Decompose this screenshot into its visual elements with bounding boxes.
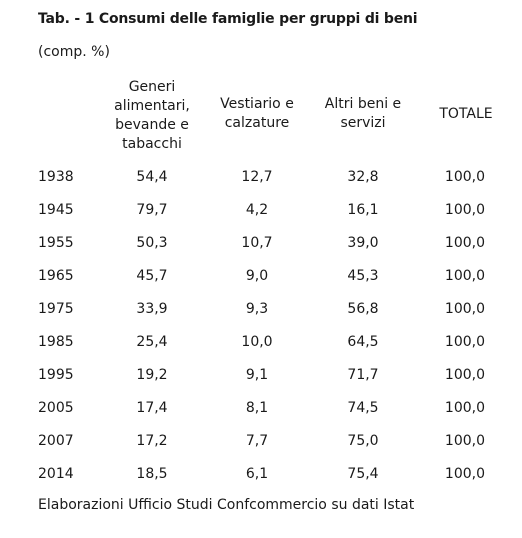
cell-generi: 79,7	[136, 202, 168, 218]
cell-vestiario: 4,2	[245, 202, 269, 218]
header-generi-line: bevande e	[115, 117, 189, 133]
cell-year: 2005	[38, 400, 74, 416]
header-altri-line: servizi	[340, 115, 386, 131]
cell-generi: 54,4	[136, 169, 168, 185]
cell-year: 1955	[38, 235, 74, 251]
cell-year: 1975	[38, 301, 74, 317]
cell-year: 1965	[38, 268, 74, 284]
table-row: 1995 19,2 9,1 71,7 100,0	[0, 363, 522, 396]
header-totale: TOTALE	[439, 106, 493, 122]
cell-altri: 39,0	[347, 235, 379, 251]
cell-totale: 100,0	[444, 367, 485, 383]
table-subtitle: (comp. %)	[38, 44, 110, 60]
table-row: 1965 45,7 9,0 45,3 100,0	[0, 264, 522, 297]
cell-totale: 100,0	[444, 334, 485, 350]
header-altri-line: Altri beni e	[324, 96, 402, 112]
cell-year: 1938	[38, 169, 74, 185]
cell-vestiario: 9,1	[245, 367, 269, 383]
cell-vestiario: 12,7	[241, 169, 273, 185]
cell-vestiario: 6,1	[245, 466, 269, 482]
cell-year: 1995	[38, 367, 74, 383]
header-generi-line: tabacchi	[122, 136, 182, 152]
header-generi-line: alimentari,	[114, 98, 190, 114]
table-row: 1985 25,4 10,0 64,5 100,0	[0, 330, 522, 363]
table-row: 1975 33,9 9,3 56,8 100,0	[0, 297, 522, 330]
cell-vestiario: 7,7	[245, 433, 269, 449]
source-note: Elaborazioni Ufficio Studi Confcommercio…	[38, 497, 415, 513]
table-row: 2014 18,5 6,1 75,4 100,0	[0, 462, 522, 495]
cell-altri: 16,1	[347, 202, 379, 218]
cell-year: 1985	[38, 334, 74, 350]
cell-totale: 100,0	[444, 433, 485, 449]
cell-totale: 100,0	[444, 400, 485, 416]
table-row: 1945 79,7 4,2 16,1 100,0	[0, 198, 522, 231]
header-vestiario-line: calzature	[224, 115, 290, 131]
header-generi-line: Generi	[128, 79, 176, 95]
table-row: 2005 17,4 8,1 74,5 100,0	[0, 396, 522, 429]
cell-altri: 56,8	[347, 301, 379, 317]
cell-totale: 100,0	[444, 466, 485, 482]
cell-totale: 100,0	[444, 202, 485, 218]
cell-generi: 33,9	[136, 301, 168, 317]
cell-year: 2007	[38, 433, 74, 449]
cell-altri: 64,5	[347, 334, 379, 350]
cell-altri: 74,5	[347, 400, 379, 416]
header-altri: Altri beni e servizi	[317, 95, 409, 133]
table-body: 1938 54,4 12,7 32,8 100,0 1945 79,7 4,2 …	[0, 165, 522, 495]
cell-altri: 75,4	[347, 466, 379, 482]
cell-generi: 19,2	[136, 367, 168, 383]
header-vestiario-line: Vestiario e	[220, 96, 294, 112]
cell-vestiario: 10,0	[241, 334, 273, 350]
cell-generi: 50,3	[136, 235, 168, 251]
table-row: 1955 50,3 10,7 39,0 100,0	[0, 231, 522, 264]
table-row: 2007 17,2 7,7 75,0 100,0	[0, 429, 522, 462]
cell-altri: 45,3	[347, 268, 379, 284]
cell-year: 2014	[38, 466, 74, 482]
cell-generi: 17,4	[136, 400, 168, 416]
cell-altri: 32,8	[347, 169, 379, 185]
cell-vestiario: 10,7	[241, 235, 273, 251]
table-title: Tab. - 1 Consumi delle famiglie per grup…	[38, 11, 418, 27]
cell-vestiario: 9,0	[245, 268, 269, 284]
header-vestiario: Vestiario e calzature	[210, 95, 304, 133]
cell-year: 1945	[38, 202, 74, 218]
header-generi: Generi alimentari, bevande e tabacchi	[108, 78, 196, 154]
cell-altri: 71,7	[347, 367, 379, 383]
cell-altri: 75,0	[347, 433, 379, 449]
cell-generi: 17,2	[136, 433, 168, 449]
cell-vestiario: 9,3	[245, 301, 269, 317]
cell-generi: 25,4	[136, 334, 168, 350]
cell-generi: 18,5	[136, 466, 168, 482]
cell-generi: 45,7	[136, 268, 168, 284]
cell-totale: 100,0	[444, 235, 485, 251]
cell-totale: 100,0	[444, 169, 485, 185]
cell-totale: 100,0	[444, 301, 485, 317]
table-row: 1938 54,4 12,7 32,8 100,0	[0, 165, 522, 198]
cell-totale: 100,0	[444, 268, 485, 284]
cell-vestiario: 8,1	[245, 400, 269, 416]
